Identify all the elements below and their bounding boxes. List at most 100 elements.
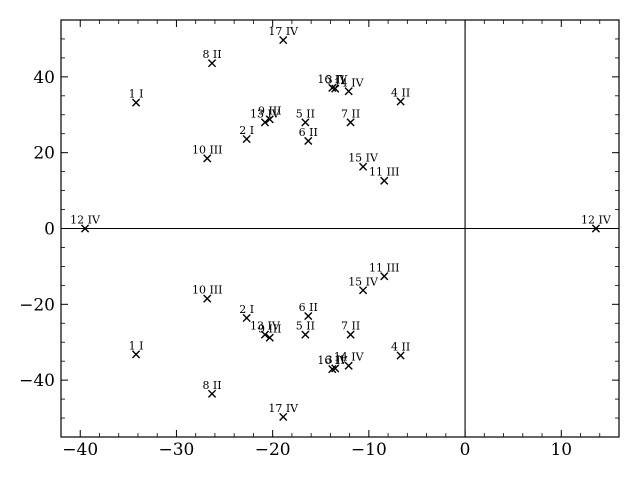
point-label: 2 I bbox=[239, 124, 254, 137]
data-point: 8 II bbox=[202, 379, 222, 398]
point-label: 5 II bbox=[296, 107, 315, 120]
x-marker bbox=[242, 134, 251, 144]
x-marker bbox=[207, 59, 217, 68]
x-marker bbox=[304, 311, 313, 321]
data-points: 1 I 2 I 3 II 4 II 5 II 6 II 7 II 8 II 9 III 10 II… bbox=[70, 25, 612, 422]
x-marker bbox=[344, 361, 353, 370]
data-point: 13 IV bbox=[250, 320, 281, 339]
x-marker bbox=[203, 294, 212, 303]
point-label: 2 I bbox=[239, 303, 254, 316]
data-point: 12 IV bbox=[581, 214, 612, 233]
point-label: 6 II bbox=[299, 301, 318, 314]
x-marker bbox=[265, 333, 274, 342]
data-point: 16 IV bbox=[317, 354, 348, 374]
point-label: 16 IV bbox=[317, 354, 348, 367]
point-label: 11 III bbox=[369, 166, 400, 179]
x-marker bbox=[358, 162, 368, 171]
data-point: 3 II bbox=[326, 74, 345, 93]
x-marker bbox=[80, 224, 90, 233]
x-marker bbox=[331, 364, 340, 373]
x-tick-label: 0 bbox=[460, 440, 471, 460]
x-tick-label: −20 bbox=[255, 440, 291, 460]
point-label: 6 II bbox=[299, 126, 318, 139]
data-point: 10 III bbox=[192, 143, 223, 163]
point-label: 4 II bbox=[391, 87, 410, 100]
y-tick-label: −20 bbox=[19, 295, 55, 315]
y-tick-label: −40 bbox=[19, 371, 55, 391]
point-label: 14 IV bbox=[334, 351, 365, 364]
data-point: 15 IV bbox=[348, 275, 379, 295]
point-label: 3 II bbox=[326, 353, 345, 366]
point-label: 1 I bbox=[129, 339, 144, 352]
x-marker bbox=[396, 351, 405, 360]
data-point: 8 II bbox=[202, 48, 222, 68]
point-label: 13 IV bbox=[250, 107, 281, 120]
y-tick-label: 20 bbox=[33, 144, 55, 164]
plot-frame bbox=[60, 19, 620, 438]
x-marker bbox=[131, 98, 141, 107]
point-label: 9 III bbox=[258, 104, 282, 117]
data-point: 6 II bbox=[299, 301, 318, 321]
x-tick-label: 10 bbox=[550, 440, 572, 460]
point-label: 15 IV bbox=[348, 152, 379, 165]
x-marker bbox=[265, 115, 274, 124]
data-point: 17 IV bbox=[268, 25, 299, 45]
x-marker bbox=[131, 350, 141, 359]
point-label: 1 I bbox=[129, 88, 144, 101]
point-label: 8 II bbox=[202, 48, 221, 61]
data-point: 11 III bbox=[369, 261, 400, 281]
data-point: 9 III bbox=[258, 323, 282, 342]
x-marker bbox=[301, 118, 310, 127]
x-marker bbox=[260, 330, 270, 339]
point-label: 17 IV bbox=[268, 25, 299, 38]
point-label: 9 III bbox=[258, 323, 282, 336]
data-point: 5 II bbox=[296, 107, 315, 127]
point-label: 5 II bbox=[296, 320, 315, 333]
data-point: 14 IV bbox=[334, 351, 365, 370]
point-label: 7 II bbox=[341, 320, 360, 333]
reference-lines bbox=[61, 20, 619, 437]
data-point: 7 II bbox=[341, 320, 360, 339]
x-marker bbox=[260, 118, 270, 127]
data-point: 11 III bbox=[369, 166, 400, 185]
data-point: 13 IV bbox=[250, 107, 281, 127]
data-point: 14 IV bbox=[334, 76, 365, 96]
point-label: 7 II bbox=[341, 107, 360, 120]
data-point: 4 II bbox=[391, 87, 410, 106]
point-label: 12 IV bbox=[70, 214, 101, 227]
x-marker bbox=[328, 365, 337, 374]
point-label: 15 IV bbox=[348, 275, 379, 288]
y-tick-label: 0 bbox=[44, 220, 55, 240]
point-label: 16 IV bbox=[317, 73, 348, 86]
x-marker bbox=[346, 330, 355, 339]
point-label: 10 III bbox=[192, 284, 223, 297]
data-point: 7 II bbox=[341, 107, 360, 127]
x-tick-label: −40 bbox=[62, 440, 98, 460]
point-label: 8 II bbox=[202, 379, 221, 392]
x-marker bbox=[328, 83, 337, 92]
axis-ticks: −40 −30 −20 −10 0 10 −40 −20 0 20 40 bbox=[19, 19, 620, 460]
point-label: 11 III bbox=[369, 261, 400, 274]
data-point: 9 III bbox=[258, 104, 282, 124]
x-marker bbox=[380, 272, 389, 281]
x-marker bbox=[207, 389, 217, 398]
x-marker bbox=[358, 286, 368, 295]
data-point: 10 III bbox=[192, 284, 223, 303]
x-marker bbox=[301, 330, 310, 339]
data-point: 12 IV bbox=[70, 214, 101, 233]
x-marker bbox=[346, 118, 355, 127]
data-point: 3 II bbox=[326, 353, 345, 373]
data-point: 16 IV bbox=[317, 73, 348, 92]
x-marker bbox=[203, 154, 212, 163]
point-label: 13 IV bbox=[250, 320, 281, 333]
data-point: 1 I bbox=[129, 88, 144, 107]
y-tick-label: 40 bbox=[33, 68, 55, 88]
point-label: 12 IV bbox=[581, 214, 612, 227]
data-point: 6 II bbox=[299, 126, 318, 146]
x-marker bbox=[279, 412, 288, 422]
data-point: 17 IV bbox=[268, 402, 299, 422]
data-point: 2 I bbox=[239, 124, 254, 144]
point-label: 14 IV bbox=[334, 76, 365, 89]
data-point: 5 II bbox=[296, 320, 315, 339]
